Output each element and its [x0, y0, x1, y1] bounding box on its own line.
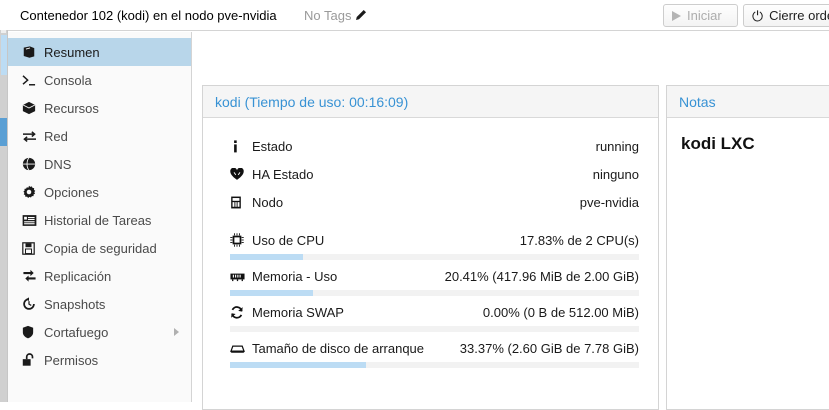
sidebar-item-consola[interactable]: Consola [8, 66, 191, 94]
history-icon [22, 297, 44, 311]
sidebar-item-label: Replicación [44, 268, 112, 284]
swap-icon [230, 305, 252, 319]
sidebar-item-replicacion[interactable]: Replicación [8, 262, 191, 290]
sidebar-item-label: Resumen [44, 44, 100, 60]
status-row-label: Estado [252, 138, 293, 154]
status-row-value: 20.41% (417.96 MiB de 2.00 GiB) [444, 268, 639, 284]
status-row-ha-estado: HA Estado ninguno [230, 160, 639, 188]
rail-selection-marker [1, 35, 7, 75]
notes-text: kodi LXC [681, 134, 755, 153]
status-row-label: Memoria SWAP [252, 304, 344, 320]
sidebar-item-label: Cortafuego [44, 324, 109, 340]
cpu-usage-meter [230, 254, 639, 260]
heart-icon [230, 167, 252, 181]
status-panel-header: kodi (Tiempo de uso: 00:16:09) [203, 86, 658, 118]
status-row-uso-de-cpu: Uso de CPU 17.83% de 2 CPU(s) [230, 226, 639, 254]
status-row-nodo: Nodo pve-nvidia [230, 188, 639, 216]
sidebar: Resumen Consola Recursos Red DNS Opcione… [8, 32, 192, 402]
sidebar-item-label: Copia de seguridad [44, 240, 157, 256]
notes-panel: Notas kodi LXC [666, 85, 829, 410]
sidebar-item-red[interactable]: Red [8, 122, 191, 150]
sidebar-item-label: Consola [44, 72, 92, 88]
memory-usage-meter-fill [230, 290, 314, 296]
sidebar-item-permisos[interactable]: Permisos [8, 346, 191, 374]
status-panel: kodi (Tiempo de uso: 00:16:09) Estado ru… [202, 85, 659, 410]
status-row-memoria-swap: Memoria SWAP 0.00% (0 B de 512.00 MiB) [230, 298, 639, 326]
exchange-icon [22, 130, 44, 143]
sidebar-item-resumen[interactable]: Resumen [8, 38, 191, 66]
start-button-label: Iniciar [687, 8, 722, 23]
info-icon [230, 139, 252, 153]
memory-icon [230, 271, 252, 282]
status-row-value: 33.37% (2.60 GiB de 7.78 GiB) [459, 340, 639, 356]
server-icon [230, 196, 252, 209]
sidebar-item-dns[interactable]: DNS [8, 150, 191, 178]
sidebar-item-recursos[interactable]: Recursos [8, 94, 191, 122]
sidebar-item-label: Historial de Tareas [44, 212, 152, 228]
chevron-right-icon [174, 328, 179, 336]
sidebar-item-label: DNS [44, 156, 72, 172]
status-row-label: Memoria - Uso [252, 268, 338, 284]
notes-panel-header: Notas [667, 86, 829, 118]
page-title: Contenedor 102 (kodi) en el nodo pve-nvi… [20, 8, 277, 23]
status-row-value: 0.00% (0 B de 512.00 MiB) [482, 304, 639, 320]
content-area: kodi (Tiempo de uso: 00:16:09) Estado ru… [193, 32, 829, 410]
status-row-label: Uso de CPU [252, 232, 325, 248]
window-header: Contenedor 102 (kodi) en el nodo pve-nvi… [8, 0, 829, 31]
cpu-usage-meter-fill [230, 254, 303, 260]
sidebar-item-label: Red [44, 128, 68, 144]
status-row-value: 17.83% de 2 CPU(s) [519, 232, 639, 248]
status-row-tamano-de-disco-de-arranque: Tamaño de disco de arranque 33.37% (2.60… [230, 334, 639, 362]
status-row-value: ninguno [592, 166, 639, 182]
notes-body[interactable]: kodi LXC [667, 118, 829, 154]
pencil-icon[interactable] [355, 9, 367, 24]
start-button[interactable]: Iniciar [663, 4, 738, 27]
cube-icon [22, 101, 44, 115]
memory-usage-meter [230, 290, 639, 296]
rail-scroll-handle[interactable] [0, 118, 7, 146]
book-icon [22, 45, 44, 59]
tags-control[interactable]: No Tags [304, 8, 367, 24]
sidebar-item-opciones[interactable]: Opciones [8, 178, 191, 206]
power-icon: ⏻ [752, 7, 764, 24]
replicate-icon [22, 269, 44, 283]
swap-usage-meter [230, 326, 639, 332]
disk-usage-meter [230, 362, 639, 368]
list-icon [22, 214, 44, 227]
sidebar-item-label: Recursos [44, 100, 99, 116]
shutdown-button[interactable]: ⏻ Cierre ordena [743, 4, 829, 27]
status-row-value: pve-nvidia [579, 194, 639, 210]
rail-top-marker [1, 30, 6, 33]
notes-panel-title: Notas [679, 93, 716, 110]
collapsed-panel-rail[interactable] [0, 30, 8, 402]
globe-icon [22, 157, 44, 171]
gear-icon [22, 185, 44, 199]
sidebar-item-historial-de-tareas[interactable]: Historial de Tareas [8, 206, 191, 234]
status-panel-title: kodi (Tiempo de uso: 00:16:09) [215, 93, 409, 110]
sidebar-item-label: Snapshots [44, 296, 106, 312]
terminal-icon [22, 74, 44, 87]
floppy-icon [22, 241, 44, 255]
status-row-value: running [595, 138, 639, 154]
tags-label: No Tags [304, 8, 352, 23]
sidebar-item-cortafuego[interactable]: Cortafuego [8, 318, 191, 346]
sidebar-item-copia-de-seguridad[interactable]: Copia de seguridad [8, 234, 191, 262]
status-row-memoria-uso: Memoria - Uso 20.41% (417.96 MiB de 2.00… [230, 262, 639, 290]
status-rows: Estado running HA Estado ninguno Nodo pv… [203, 118, 658, 368]
play-icon [672, 10, 681, 21]
shield-icon [22, 325, 44, 339]
hdd-icon [230, 343, 252, 354]
status-row-label: Nodo [252, 194, 284, 210]
sidebar-item-snapshots[interactable]: Snapshots [8, 290, 191, 318]
sidebar-item-label: Opciones [44, 184, 99, 200]
unlock-icon [22, 353, 44, 367]
cpu-icon [230, 233, 252, 247]
status-row-estado: Estado running [230, 132, 639, 160]
shutdown-button-label: Cierre ordena [769, 8, 829, 23]
status-row-label: Tamaño de disco de arranque [252, 340, 425, 356]
sidebar-item-label: Permisos [44, 352, 99, 368]
status-row-label: HA Estado [252, 166, 314, 182]
disk-usage-meter-fill [230, 362, 367, 368]
